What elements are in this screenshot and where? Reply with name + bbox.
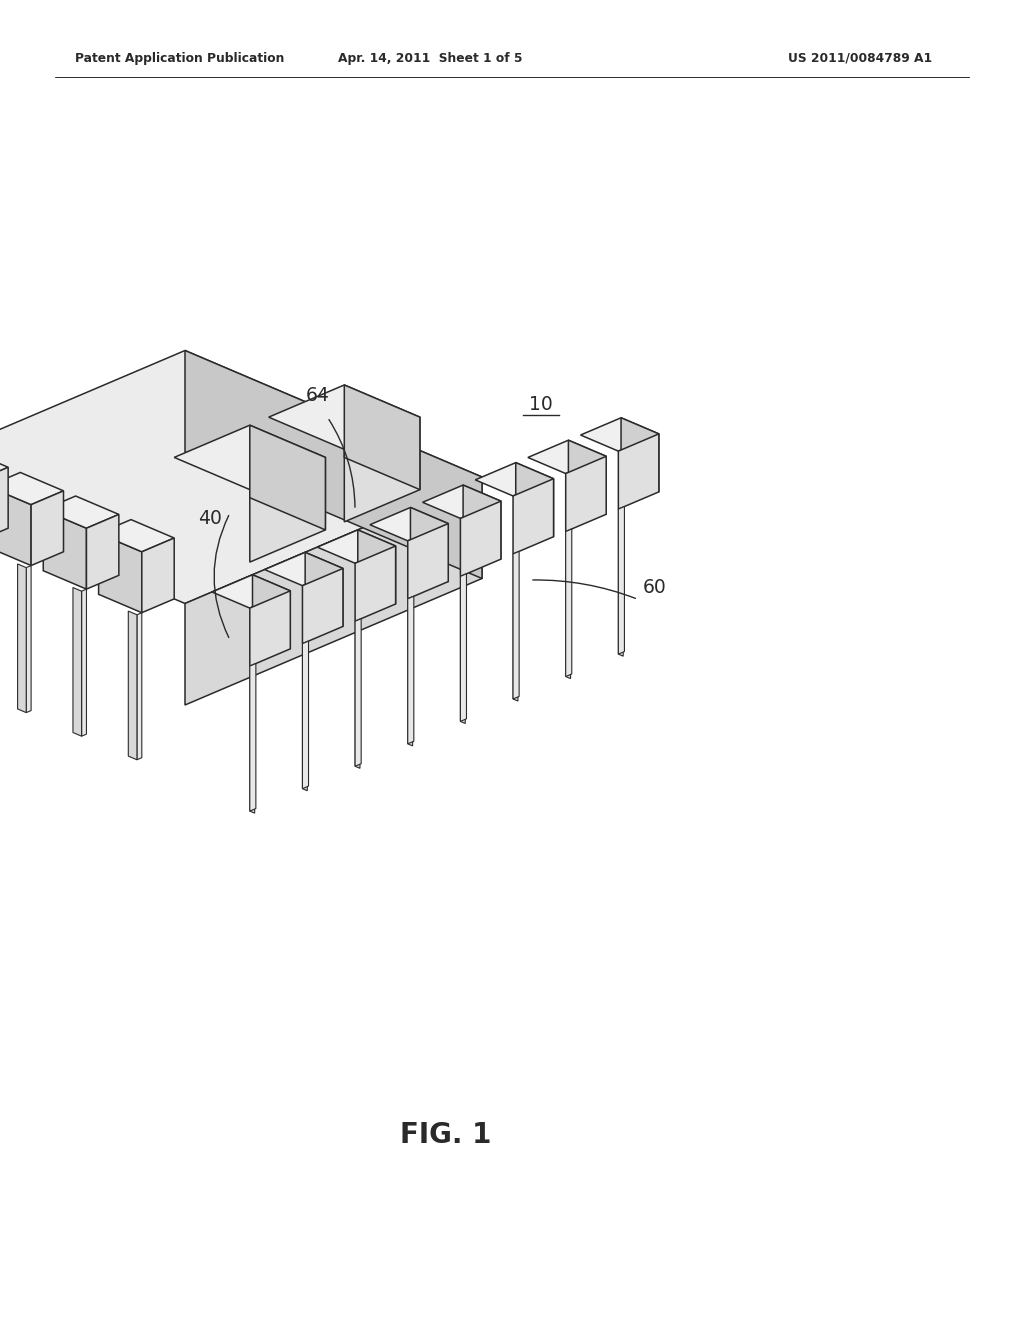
Polygon shape <box>408 599 413 746</box>
Polygon shape <box>461 502 501 577</box>
Polygon shape <box>344 385 420 490</box>
Polygon shape <box>31 491 63 565</box>
Polygon shape <box>0 351 482 603</box>
Polygon shape <box>43 496 119 528</box>
Polygon shape <box>618 510 624 656</box>
Polygon shape <box>513 554 518 701</box>
Polygon shape <box>463 484 501 560</box>
Polygon shape <box>0 473 63 504</box>
FancyArrowPatch shape <box>329 420 355 507</box>
Polygon shape <box>475 462 554 496</box>
Polygon shape <box>43 510 86 589</box>
Polygon shape <box>185 477 482 705</box>
Text: Patent Application Publication: Patent Application Publication <box>75 51 285 65</box>
Polygon shape <box>516 462 554 537</box>
Polygon shape <box>528 440 606 474</box>
Polygon shape <box>461 577 465 723</box>
Text: 64: 64 <box>305 387 330 405</box>
Polygon shape <box>355 546 395 622</box>
Polygon shape <box>250 425 326 529</box>
Polygon shape <box>357 529 395 605</box>
Polygon shape <box>128 611 137 760</box>
Polygon shape <box>250 667 255 813</box>
Polygon shape <box>355 622 360 768</box>
Polygon shape <box>0 486 31 565</box>
Polygon shape <box>137 612 141 760</box>
Polygon shape <box>302 644 307 791</box>
Text: FIG. 1: FIG. 1 <box>399 1121 492 1150</box>
Polygon shape <box>212 574 290 609</box>
Polygon shape <box>513 552 519 700</box>
Polygon shape <box>0 449 8 480</box>
Polygon shape <box>565 532 570 678</box>
Polygon shape <box>411 507 449 582</box>
Polygon shape <box>344 417 420 521</box>
Polygon shape <box>581 417 658 451</box>
Polygon shape <box>185 351 482 578</box>
Polygon shape <box>250 664 256 810</box>
Polygon shape <box>565 457 606 532</box>
Text: Apr. 14, 2011  Sheet 1 of 5: Apr. 14, 2011 Sheet 1 of 5 <box>338 51 522 65</box>
Polygon shape <box>17 564 27 713</box>
Polygon shape <box>618 434 658 510</box>
Polygon shape <box>264 552 343 586</box>
Polygon shape <box>253 574 290 649</box>
Polygon shape <box>355 619 361 766</box>
Polygon shape <box>621 417 658 492</box>
Polygon shape <box>27 565 31 713</box>
Polygon shape <box>513 479 554 554</box>
Polygon shape <box>618 507 625 655</box>
Polygon shape <box>302 569 343 644</box>
Polygon shape <box>82 589 86 737</box>
Polygon shape <box>174 425 326 490</box>
Polygon shape <box>250 591 290 667</box>
Polygon shape <box>250 458 326 562</box>
Polygon shape <box>317 529 395 564</box>
Polygon shape <box>141 539 174 612</box>
Text: 40: 40 <box>198 510 222 528</box>
Polygon shape <box>565 529 571 677</box>
Polygon shape <box>408 597 414 744</box>
Polygon shape <box>86 515 119 589</box>
Polygon shape <box>461 574 467 722</box>
Polygon shape <box>408 524 449 599</box>
FancyArrowPatch shape <box>532 579 636 598</box>
Text: 10: 10 <box>528 396 553 414</box>
Polygon shape <box>98 533 141 612</box>
Text: 60: 60 <box>643 578 667 597</box>
Polygon shape <box>268 385 420 449</box>
Polygon shape <box>73 587 82 737</box>
FancyArrowPatch shape <box>214 516 228 638</box>
Text: US 2011/0084789 A1: US 2011/0084789 A1 <box>787 51 932 65</box>
Polygon shape <box>305 552 343 627</box>
Polygon shape <box>568 440 606 515</box>
Polygon shape <box>0 467 8 543</box>
Polygon shape <box>423 484 501 519</box>
Polygon shape <box>98 520 174 552</box>
Polygon shape <box>370 507 449 541</box>
Polygon shape <box>302 642 308 788</box>
